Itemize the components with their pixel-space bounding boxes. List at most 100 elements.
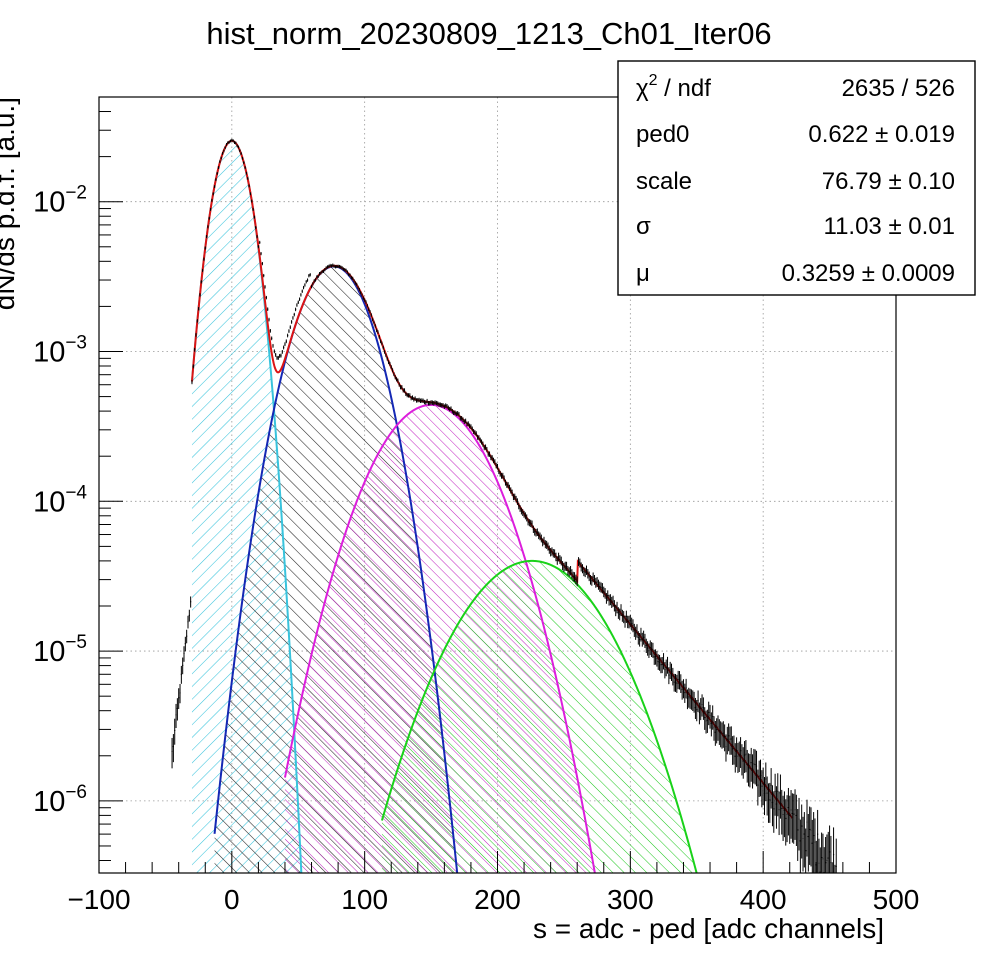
data-point (507, 482, 509, 489)
data-point (779, 774, 782, 819)
data-point (378, 335, 380, 339)
data-point (589, 575, 592, 585)
data-point (476, 434, 479, 440)
data-point (660, 657, 662, 674)
data-point (236, 144, 238, 148)
data-point (666, 656, 669, 674)
data-point (204, 246, 206, 250)
data-point (310, 284, 313, 289)
data-point (462, 417, 464, 423)
data-point (523, 510, 525, 518)
data-point (186, 629, 188, 644)
data-point (358, 288, 360, 292)
data-point (449, 406, 451, 412)
data-point (287, 333, 289, 338)
data-point (306, 278, 309, 282)
data-point (786, 795, 788, 843)
data-point (261, 262, 263, 266)
data-point (607, 590, 609, 602)
data-point (182, 657, 184, 675)
data-point (544, 540, 546, 549)
data-point (652, 642, 654, 658)
data-point (194, 347, 196, 352)
data-point (528, 519, 530, 527)
data-point (647, 641, 649, 656)
data-point (531, 520, 533, 528)
data-point (653, 649, 655, 665)
data-point (333, 264, 335, 268)
data-point (592, 572, 594, 583)
data-point (203, 257, 205, 261)
data-point (328, 264, 330, 268)
data-point (438, 402, 440, 407)
data-point (171, 737, 173, 769)
data-point (781, 789, 783, 835)
data-point (365, 300, 367, 304)
data-point (700, 698, 702, 721)
data-point (383, 349, 386, 354)
data-point (443, 404, 445, 409)
data-point (730, 726, 732, 755)
data-point (633, 623, 635, 637)
data-point (809, 806, 811, 865)
data-point (798, 797, 800, 851)
data-point (583, 566, 585, 577)
data-point (619, 608, 621, 621)
data-point (674, 673, 677, 692)
data-point (354, 281, 356, 285)
data-point (539, 532, 541, 541)
data-point (257, 245, 259, 249)
data-point (758, 760, 760, 797)
data-point (522, 509, 524, 516)
data-point (512, 493, 515, 501)
data-point (676, 674, 678, 693)
data-point (410, 395, 412, 401)
data-point (814, 818, 816, 873)
data-point (738, 741, 740, 772)
data-point (714, 720, 716, 746)
data-point (560, 556, 562, 566)
data-point (546, 540, 548, 549)
data-point (184, 636, 186, 652)
data-point (366, 303, 368, 308)
data-point (475, 431, 477, 437)
data-point (791, 793, 793, 843)
data-point (209, 207, 212, 211)
data-point (390, 365, 392, 370)
data-point (603, 586, 605, 598)
data-point (336, 264, 338, 269)
data-point (483, 445, 485, 451)
data-point (450, 406, 452, 411)
data-point (668, 667, 670, 685)
data-point (350, 275, 352, 280)
data-point (834, 864, 836, 873)
data-point (790, 790, 792, 839)
data-point (706, 709, 708, 733)
data-point (563, 562, 565, 572)
data-point (348, 272, 350, 277)
data-point (338, 264, 341, 269)
data-point (178, 688, 180, 709)
data-point (360, 290, 362, 295)
data-point (248, 184, 250, 188)
data-point (604, 588, 606, 599)
data-point (503, 475, 505, 482)
data-point (380, 339, 382, 344)
y-tick-label: 10−4 (33, 482, 87, 518)
data-point (382, 345, 384, 350)
data-point (296, 303, 298, 307)
data-point (807, 813, 809, 872)
data-point (280, 353, 282, 358)
data-point (558, 552, 560, 562)
stats-row-name: scale (636, 168, 692, 195)
data-point (469, 423, 471, 429)
stats-row-value: 11.03 ± 0.01 (824, 213, 956, 240)
data-point (370, 313, 372, 317)
data-point (496, 463, 499, 470)
data-point (499, 470, 501, 477)
data-point (547, 542, 549, 551)
data-point (241, 156, 244, 160)
data-point (174, 718, 176, 745)
data-point (677, 670, 679, 690)
